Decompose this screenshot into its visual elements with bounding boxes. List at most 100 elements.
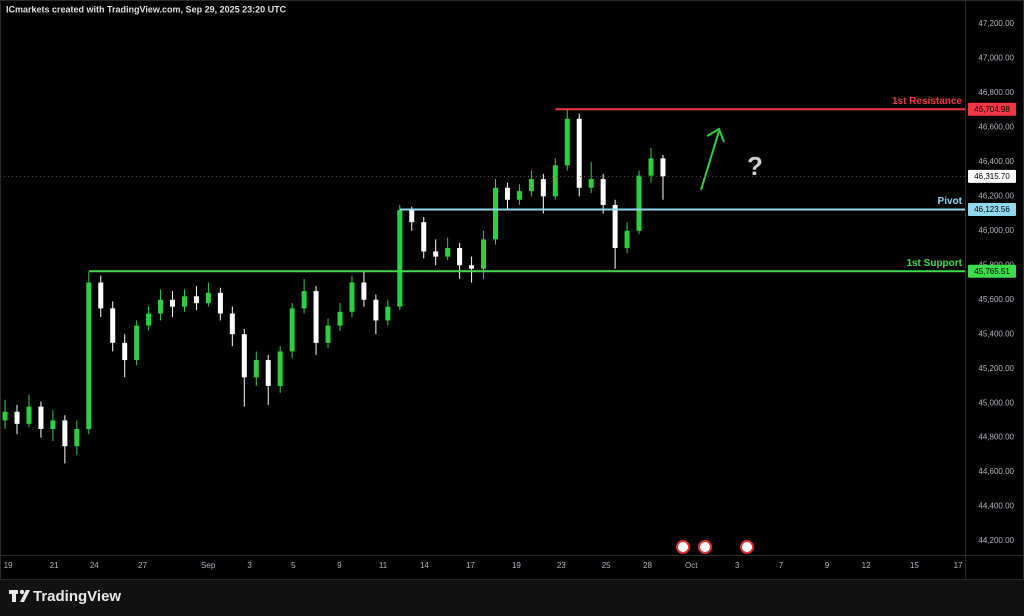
x-tick-label: 19 [512,561,521,570]
candle-body [648,158,654,176]
candle-body [265,360,271,386]
event-icon[interactable] [740,540,754,554]
candle-body [469,265,475,269]
candle-body [457,248,463,266]
x-tick-label: 7 [779,561,784,570]
y-tick-label: 44,600.00 [978,467,1014,476]
candle-body [492,187,498,240]
candle-body [337,311,343,326]
candle-body [26,406,32,424]
candle-body [181,296,187,307]
candle-body [385,306,391,321]
x-tick-label: 5 [291,561,296,570]
x-tick-label: 14 [420,561,429,570]
candle-body [504,187,510,200]
last-price-tag [968,169,1016,183]
arrow [700,127,725,191]
level-tag [968,264,1016,278]
candle-body [528,179,534,192]
arrow-shaft [700,130,720,191]
x-tick-label: 28 [643,561,652,570]
level-price-label: 46,704.98 [974,105,1010,114]
last-price-label: 46,315.70 [974,172,1010,181]
event-icon[interactable] [676,540,690,554]
level-price-label: 46,123.56 [974,205,1010,214]
candle-body [2,411,8,421]
logo-shape [20,590,30,602]
candle-body [540,179,546,197]
candle-body [636,175,642,231]
candle-body [229,313,235,335]
level-tag [968,102,1016,116]
candle-body [62,420,68,447]
candle-body [481,239,487,269]
x-tick-label: Sep [201,561,216,570]
level-name: 1st Support [906,258,962,269]
candle-body [134,325,140,361]
candle-body [612,204,618,249]
y-tick-label: 46,600.00 [978,122,1014,131]
x-tick-label: 17 [466,561,475,570]
candle-body [14,411,20,424]
y-tick-label: 46,400.00 [978,157,1014,166]
level-price-label: 45,765.51 [974,267,1010,276]
candle-body [433,251,439,257]
candle-body [313,291,319,343]
x-tick-label: 27 [138,561,147,570]
y-tick-label: 46,200.00 [978,191,1014,200]
x-tick-label: 11 [379,561,388,570]
annotation: ? [747,151,763,181]
candle-body [50,420,56,430]
candle-body [325,325,331,343]
y-tick-label: 45,200.00 [978,364,1014,373]
y-tick-label: 46,000.00 [978,226,1014,235]
x-tick-label: 15 [910,561,919,570]
candle-body [122,342,128,361]
candle-body [74,429,80,447]
logo-shape [19,589,25,595]
logo: TradingView [9,588,121,605]
y-tick-label: 47,200.00 [978,19,1014,28]
candle-body [600,179,606,205]
candle-body [301,291,307,309]
candle-body [277,351,283,386]
y-tick-label: 45,400.00 [978,329,1014,338]
candle-body [146,313,152,326]
candle-body [170,299,176,307]
x-tick-label: 3 [247,561,252,570]
event-icon[interactable] [698,540,712,554]
candle-body [98,282,104,309]
candle-body [552,165,558,197]
candle-body [349,282,355,312]
x-tick-label: 19 [4,561,13,570]
y-tick-label: 46,800.00 [978,88,1014,97]
footer-bar [0,580,1024,616]
candle-body [516,191,522,200]
x-tick-label: 3 [735,561,740,570]
candle-body [409,210,415,223]
candle-body [110,308,116,343]
candle-body [421,222,427,252]
candle-body [660,158,666,177]
candle-body [193,296,199,304]
candle-body [624,230,630,249]
level-tag [968,202,1016,216]
x-tick-label: 23 [557,561,566,570]
candle-body [289,308,295,352]
candle-body [86,282,92,430]
x-tick-label: 9 [337,561,342,570]
x-tick-label: 21 [50,561,59,570]
candle-body [564,118,570,166]
y-tick-label: 45,000.00 [978,398,1014,407]
y-tick-label: 44,400.00 [978,502,1014,511]
candle-body [241,334,247,378]
candle-body [253,360,259,378]
candle-body [373,299,379,321]
x-tick-label: 17 [954,561,963,570]
x-tick-label: Oct [685,561,698,570]
x-tick-label: 25 [602,561,611,570]
y-tick-label: 44,200.00 [978,536,1014,545]
candle-body [588,179,594,188]
